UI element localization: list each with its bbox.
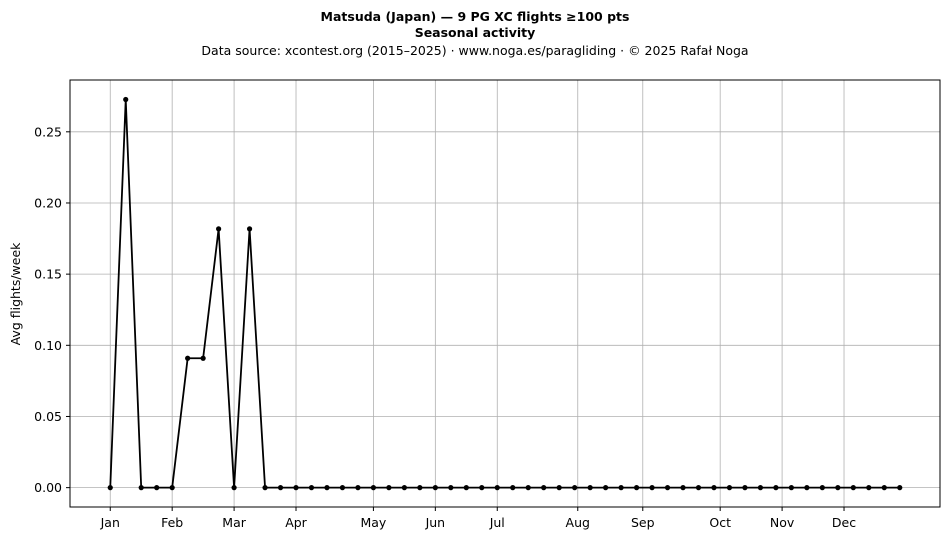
data-point (355, 485, 361, 491)
data-point (510, 485, 516, 491)
x-tick-label: Nov (770, 515, 795, 530)
x-tick-label: Feb (161, 515, 183, 530)
chart-title: Matsuda (Japan) — 9 PG XC flights ≥100 p… (321, 9, 630, 24)
data-point (804, 485, 810, 491)
data-point (726, 485, 733, 491)
y-tick-label: 0.20 (34, 195, 62, 210)
data-point (618, 485, 624, 491)
y-tick-label: 0.05 (34, 409, 62, 424)
data-point (572, 485, 578, 491)
data-point (633, 485, 640, 491)
x-tick-label: Jan (100, 515, 120, 530)
chart-title-group: Matsuda (Japan) — 9 PG XC flights ≥100 p… (201, 9, 748, 58)
plot-frame (69, 79, 941, 508)
data-point (185, 355, 191, 361)
x-tick-label: Aug (566, 515, 590, 530)
data-point (850, 485, 856, 491)
x-tick-label: Dec (832, 515, 856, 530)
data-point (897, 485, 903, 491)
data-point (154, 485, 160, 491)
chart-subtitle: Seasonal activity (415, 25, 536, 40)
data-point (525, 485, 531, 491)
data-point (123, 96, 129, 103)
data-point (308, 485, 315, 491)
y-tick-labels: 0.00 0.05 0.10 0.15 0.20 0.25 (34, 124, 62, 495)
axis-ticks (66, 131, 845, 511)
data-point (107, 485, 113, 491)
data-point (680, 485, 686, 491)
data-point (463, 485, 469, 491)
x-tick-label: May (360, 515, 386, 530)
data-point (432, 485, 438, 491)
data-point (138, 485, 144, 491)
data-point (757, 485, 764, 491)
data-point (401, 485, 407, 491)
data-point (324, 485, 330, 491)
data-point (788, 485, 794, 491)
data-point (695, 485, 702, 491)
data-point (277, 485, 284, 491)
data-point (448, 485, 454, 491)
x-tick-label: Sep (631, 515, 655, 530)
data-point (494, 485, 500, 491)
data-point (293, 485, 299, 491)
x-tick-labels: Jan Feb Mar Apr May Jun Jul Aug Sep Oct Nov Dec (100, 515, 857, 530)
data-point (866, 485, 872, 491)
data-point (262, 485, 268, 491)
data-point (370, 485, 377, 491)
data-point (386, 485, 392, 491)
data-point (556, 485, 562, 491)
data-point (479, 485, 485, 491)
data-point (169, 485, 175, 491)
y-tick-label: 0.25 (34, 124, 62, 139)
data-point (835, 485, 841, 491)
x-tick-label: Jun (425, 515, 446, 530)
x-tick-label: Mar (222, 515, 246, 530)
data-point (711, 485, 717, 491)
data-point (246, 226, 253, 232)
y-axis-label: Avg flights/week (8, 242, 23, 346)
data-point (587, 485, 593, 491)
x-tick-label: Apr (285, 515, 307, 530)
data-point (773, 485, 779, 491)
grid-lines (70, 80, 940, 507)
y-tick-label: 0.00 (34, 480, 62, 495)
y-tick-label: 0.10 (34, 338, 62, 353)
x-tick-label: Oct (709, 515, 731, 530)
x-tick-label: Jul (489, 515, 505, 530)
y-tick-label: 0.15 (34, 267, 62, 282)
data-source-note: Data source: xcontest.org (2015–2025) · … (201, 43, 748, 58)
data-point (216, 226, 222, 232)
data-point (541, 485, 547, 491)
data-point (649, 485, 655, 491)
data-point (339, 485, 346, 491)
data-point (664, 485, 671, 491)
data-point (231, 485, 237, 491)
data-point (819, 485, 825, 491)
data-point (200, 355, 206, 361)
data-point (881, 485, 887, 491)
series-line (109, 99, 900, 489)
series-markers (107, 96, 903, 491)
data-point (603, 485, 609, 491)
data-point (742, 485, 748, 491)
data-point (417, 485, 423, 491)
